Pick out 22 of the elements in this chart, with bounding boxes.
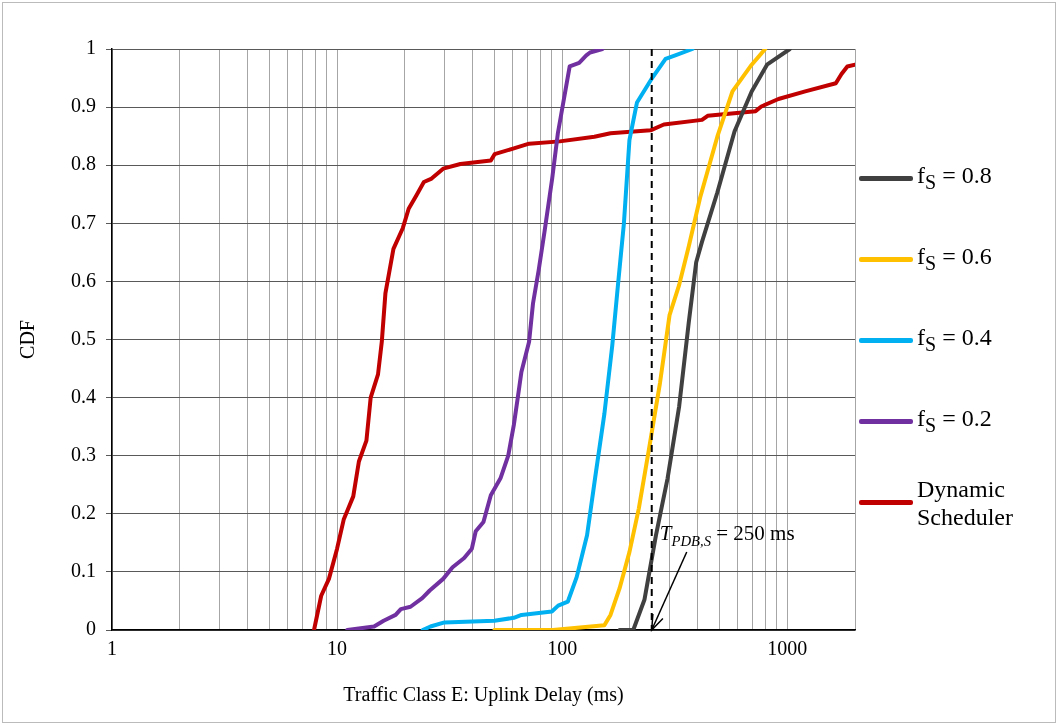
- x-tick-label: 10: [327, 637, 348, 660]
- y-tick-label: 0.3: [71, 442, 96, 465]
- legend-label: Dynamic Scheduler: [917, 474, 1014, 531]
- legend-label: f$_{S}$ = 0.6: [917, 242, 993, 276]
- y-tick-label: 0: [86, 617, 96, 640]
- y-tick-label: 0.5: [71, 326, 96, 349]
- y-tick-label: 0.2: [71, 501, 96, 524]
- legend-label: f$_{S}$ = 0.4: [917, 323, 993, 357]
- x-tick-label: 1000: [767, 637, 808, 660]
- y-tick-label: 0.9: [71, 94, 96, 117]
- x-tick-label: 1: [107, 637, 117, 660]
- y-tick-label: 0.8: [71, 152, 96, 175]
- y-tick-label: 0.6: [71, 268, 96, 291]
- y-tick-label: 1: [86, 36, 96, 59]
- y-tick-label: 0.4: [71, 384, 96, 407]
- legend-label: f$_{S}$ = 0.8: [917, 161, 993, 195]
- y-axis-title: CDF: [16, 320, 39, 359]
- x-axis-title: Traffic Class E: Uplink Delay (ms): [343, 683, 624, 707]
- y-tick-label: 0.1: [71, 559, 96, 582]
- x-tick-label: 100: [547, 637, 578, 660]
- legend-label: f$_{S}$ = 0.2: [917, 404, 993, 438]
- y-tick-label: 0.7: [71, 210, 96, 233]
